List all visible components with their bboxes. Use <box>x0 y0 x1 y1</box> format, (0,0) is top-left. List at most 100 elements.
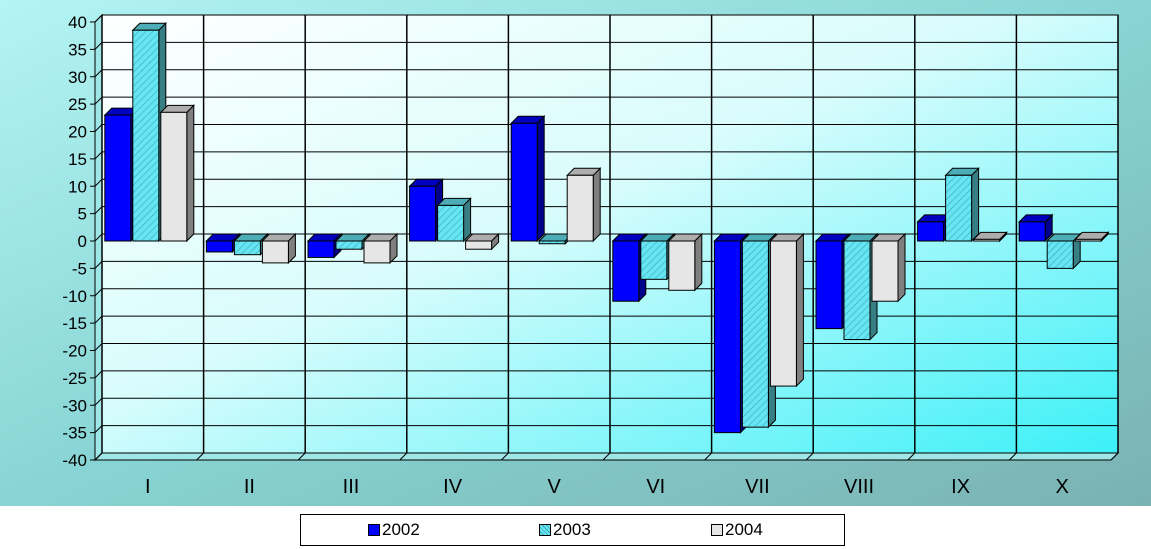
y-tick-label: -20 <box>62 342 87 361</box>
x-tick-mark <box>501 452 509 461</box>
y-tick-label: 15 <box>68 150 87 169</box>
gridline-side <box>94 69 103 78</box>
x-tick-mark <box>1110 452 1119 461</box>
y-tick-label: 0 <box>78 232 87 251</box>
bar-side-2004 <box>694 232 703 292</box>
bar-side-2004 <box>186 104 195 243</box>
gridline-side <box>94 397 103 406</box>
bar-2002 <box>713 240 741 434</box>
legend-item-2004: 2004 <box>711 520 763 540</box>
legend: 2002 2003 2004 <box>300 514 845 546</box>
bar-2002 <box>205 240 233 253</box>
bar-2004 <box>871 240 899 302</box>
x-tick-label: III <box>343 476 360 498</box>
bar-2004 <box>465 240 493 250</box>
y-tick-label: 25 <box>68 95 87 114</box>
bar-2004 <box>363 240 391 264</box>
x-tick-label: I <box>145 476 151 498</box>
x-tick-mark <box>297 452 306 461</box>
x-tick-mark <box>602 452 611 461</box>
x-tick-mark <box>907 452 916 461</box>
bar-2003 <box>945 174 973 242</box>
bar-2004 <box>160 111 188 242</box>
gridline-side <box>94 14 103 23</box>
bar-2002 <box>815 240 843 330</box>
x-tick-label: II <box>244 476 255 498</box>
gridline-side <box>94 124 103 132</box>
bar-2002 <box>917 221 945 242</box>
y-tick-label: -15 <box>62 314 87 333</box>
bar-2003 <box>335 240 363 250</box>
bar-2003 <box>233 240 261 256</box>
bar-side-2003 <box>971 167 980 243</box>
bar-2003 <box>1046 240 1074 269</box>
y-tick-label: 40 <box>68 13 87 32</box>
x-tick-label: VI <box>646 476 665 498</box>
bar-side-2004 <box>795 232 804 388</box>
bar-2004 <box>769 240 797 387</box>
x-tick-mark <box>704 452 712 461</box>
bar-2002 <box>409 185 437 242</box>
gridline-side <box>94 315 103 324</box>
gridline-side <box>94 425 103 433</box>
x-tick-mark <box>94 452 103 461</box>
bar-2002 <box>307 240 335 258</box>
bar-2004 <box>261 240 289 264</box>
legend-swatch-2003 <box>539 524 551 536</box>
y-tick-label: -35 <box>62 424 87 443</box>
bar-2004 <box>1074 238 1102 242</box>
legend-label-2003: 2003 <box>553 520 591 539</box>
gridline-side <box>94 151 103 160</box>
legend-swatch-2004 <box>711 524 723 536</box>
gridline-side <box>94 261 103 269</box>
gridline-side <box>94 370 103 379</box>
gridline-side <box>94 42 103 50</box>
gridline-side <box>94 206 103 214</box>
bar-side-2002 <box>536 115 545 243</box>
bar-2003 <box>741 240 769 428</box>
bar-2002 <box>612 240 640 302</box>
y-tick-label: 35 <box>68 40 87 59</box>
bar-side-2004 <box>592 167 601 243</box>
x-tick-label: IX <box>951 476 970 498</box>
y-tick-label: -30 <box>62 396 87 415</box>
bar-2003 <box>640 240 668 280</box>
y-tick-label: -10 <box>62 287 87 306</box>
x-tick-mark <box>399 452 408 461</box>
x-tick-mark <box>805 452 814 461</box>
gridline-side <box>94 288 103 297</box>
x-tick-mark <box>196 452 204 461</box>
y-tick-label: 20 <box>68 123 87 142</box>
bar-2003 <box>538 240 566 245</box>
y-tick-label: -40 <box>62 451 87 470</box>
x-tick-label: IV <box>443 476 463 498</box>
x-tick-label: VII <box>745 476 769 498</box>
bar-2002 <box>104 114 132 242</box>
y-tick-label: -5 <box>72 259 87 278</box>
bar-side-2004 <box>897 232 906 303</box>
x-tick-label: V <box>548 476 562 498</box>
bar-2003 <box>843 240 871 341</box>
bar-2003 <box>132 29 160 242</box>
bar-2003 <box>437 204 465 242</box>
bar-2004 <box>668 240 696 291</box>
legend-item-2002: 2002 <box>368 520 420 540</box>
bar-2002 <box>1018 221 1046 242</box>
x-tick-label: VIII <box>844 476 874 498</box>
y-tick-label: 5 <box>78 205 87 224</box>
gridline-side <box>94 178 103 187</box>
x-tick-label: X <box>1056 476 1069 498</box>
legend-label-2004: 2004 <box>725 520 763 539</box>
y-tick-label: -25 <box>62 369 87 388</box>
bar-2004 <box>973 238 1001 242</box>
legend-item-2003: 2003 <box>539 520 591 540</box>
y-tick-label: 30 <box>68 68 87 87</box>
gridline-side <box>94 96 103 105</box>
legend-label-2002: 2002 <box>382 520 420 539</box>
gridline-side <box>94 233 103 242</box>
y-tick-label: 10 <box>68 177 87 196</box>
bar-2002 <box>510 122 538 242</box>
gridline-side <box>94 343 103 351</box>
bar-2004 <box>566 174 594 242</box>
